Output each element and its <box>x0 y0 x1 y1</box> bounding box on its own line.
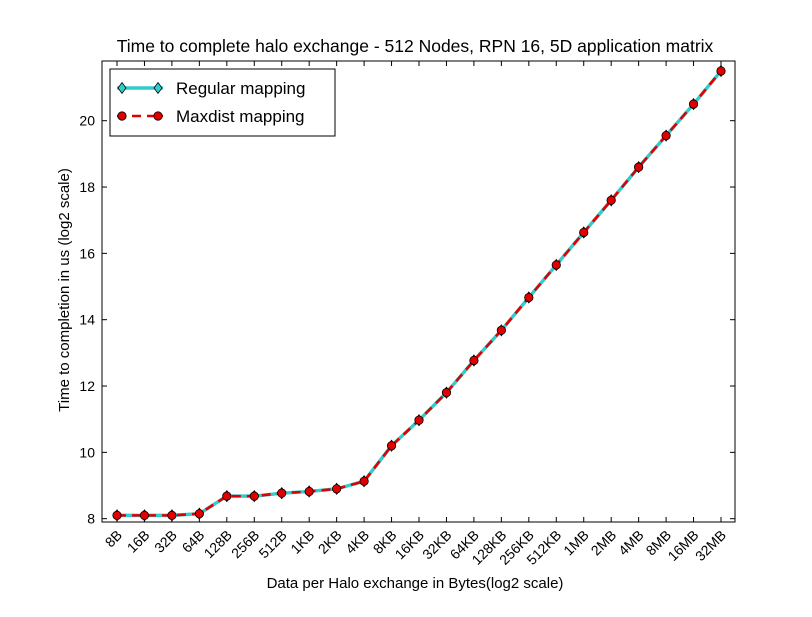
legend-marker <box>117 111 127 121</box>
legend-label: Regular mapping <box>176 79 305 98</box>
x-tick-label: 1MB <box>560 527 592 559</box>
plot-area: 81012141618208B16B32B64B128B256B512B1KB2… <box>79 60 736 568</box>
legend-marker <box>117 81 127 95</box>
y-tick-label: 18 <box>79 179 95 195</box>
y-tick-label: 8 <box>87 511 95 527</box>
x-tick-label: 4KB <box>342 527 372 557</box>
series-line <box>117 69 723 518</box>
y-tick-label: 12 <box>79 378 95 394</box>
data-point <box>304 486 314 497</box>
data-point <box>579 227 589 238</box>
x-tick-label: 2MB <box>588 527 620 559</box>
data-point <box>277 488 287 498</box>
x-tick-label: 512B <box>255 527 289 561</box>
x-tick-label: 8B <box>102 527 125 550</box>
data-point <box>414 415 424 425</box>
x-tick-label: 32MB <box>692 527 729 564</box>
x-tick-label: 2KB <box>315 527 345 557</box>
data-point <box>716 66 726 76</box>
y-tick-label: 10 <box>79 444 95 460</box>
data-point <box>661 131 671 141</box>
data-point <box>112 510 122 520</box>
legend-box <box>109 68 336 137</box>
data-point <box>496 325 506 335</box>
data-point <box>469 355 479 366</box>
x-tick-label: 4MB <box>615 527 647 559</box>
x-tick-label: 16MB <box>664 527 701 564</box>
x-tick-label: 32B <box>151 527 180 556</box>
x-tick-label: 1KB <box>287 527 317 557</box>
legend-label: Maxdist mapping <box>176 107 305 126</box>
data-point <box>441 388 452 398</box>
data-point <box>222 491 232 501</box>
legend: Regular mapping Maxdist mapping <box>109 68 336 137</box>
data-point <box>139 510 150 520</box>
data-point <box>249 491 259 501</box>
chart-title: Time to complete halo exchange - 512 Nod… <box>117 36 714 56</box>
y-tick-label: 16 <box>79 245 95 261</box>
data-point <box>194 509 204 519</box>
data-point <box>386 441 397 451</box>
series-line <box>117 70 723 517</box>
data-point <box>634 162 644 172</box>
x-tick-label: 32KB <box>419 527 455 563</box>
data-point <box>688 99 699 109</box>
data-point <box>524 292 534 303</box>
y-tick-label: 14 <box>79 312 95 328</box>
y-tick-label: 20 <box>79 113 95 129</box>
data-point <box>359 476 369 486</box>
data-point <box>551 260 561 270</box>
data-point <box>606 195 616 205</box>
x-tick-label: 256B <box>228 527 262 561</box>
y-axis-label: Time to completion in us (log2 scale) <box>56 168 73 412</box>
data-point <box>332 484 342 494</box>
legend-marker <box>153 111 163 121</box>
legend-marker <box>153 81 163 95</box>
x-tick-label: 16KB <box>392 527 428 563</box>
series-maxdist-mapping <box>112 66 726 520</box>
data-point <box>167 510 177 520</box>
x-tick-label: 128B <box>201 527 235 561</box>
x-axis-label: Data per Halo exchange in Bytes(log2 sca… <box>267 575 564 592</box>
x-tick-label: 16B <box>124 527 153 556</box>
